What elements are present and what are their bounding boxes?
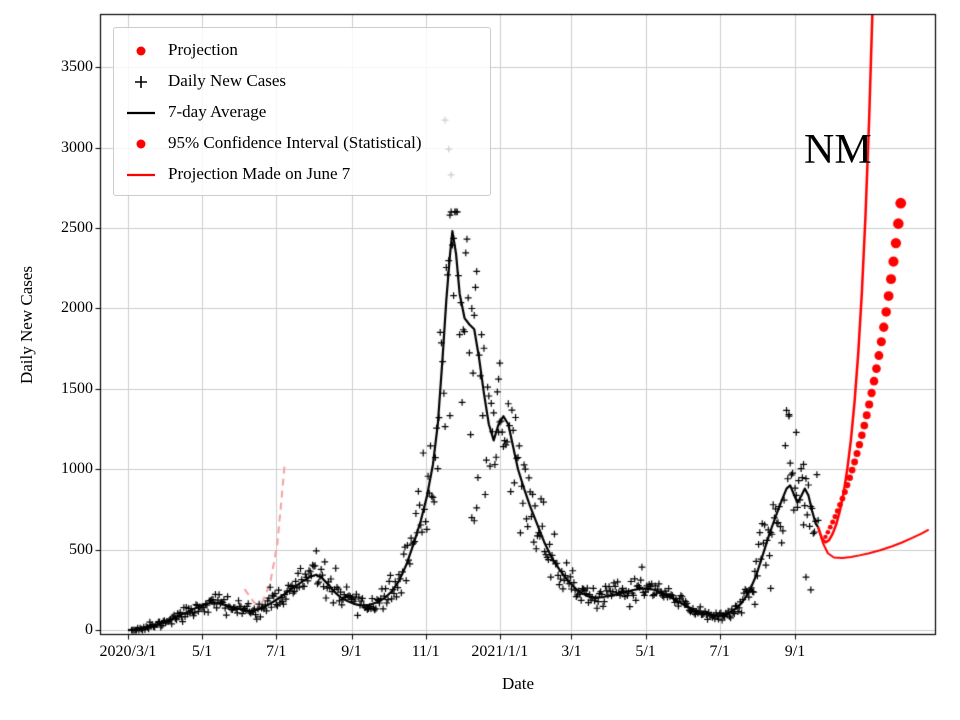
state-annotation: NM	[804, 127, 872, 173]
x-tick-label: 7/1	[709, 643, 730, 660]
legend-item-label: 7-day Average	[168, 102, 267, 121]
y-tick-label: 0	[85, 621, 93, 639]
y-tick-label: 1000	[61, 460, 93, 478]
legend-item-label: Projection Made on June 7	[168, 164, 351, 183]
legend-item: Projection	[124, 40, 480, 59]
y-tick-label: 500	[69, 540, 93, 558]
y-axis-label: Daily New Cases	[17, 265, 36, 385]
x-tick-label: 2021/1/1	[471, 643, 529, 660]
legend-item-label: Daily New Cases	[168, 71, 287, 90]
legend-plus-icon	[124, 74, 158, 88]
x-tick-label: 3/1	[561, 643, 582, 660]
legend-dot-icon	[124, 43, 158, 57]
legend-item: Daily New Cases	[124, 71, 480, 90]
legend-item: 7-day Average	[124, 102, 480, 121]
legend: Projection Daily New Cases 7-day Average 95…	[113, 27, 491, 196]
y-tick-label: 3000	[61, 138, 93, 156]
x-tick-label: 11/1	[411, 643, 440, 660]
legend-item-label: 95% Confidence Interval (Statistical)	[168, 133, 422, 152]
legend-line-icon	[124, 105, 158, 119]
legend-line-icon	[124, 167, 158, 181]
x-tick-label: 9/1	[784, 643, 806, 660]
x-tick-label: 7/1	[265, 643, 287, 660]
y-tick-label: 3500	[61, 58, 93, 76]
y-tick-label: 2500	[61, 218, 93, 236]
x-tick-label: 2020/3/1	[99, 643, 157, 660]
y-tick-label: 2000	[61, 299, 93, 317]
legend-dot-icon	[124, 136, 158, 150]
x-tick-label: 5/1	[191, 643, 213, 660]
legend-item-label: Projection	[168, 40, 238, 59]
x-tick-label: 9/1	[341, 643, 362, 660]
legend-item: 95% Confidence Interval (Statistical)	[124, 133, 480, 152]
legend-item: Projection Made on June 7	[124, 164, 480, 183]
x-axis-label: Date	[501, 674, 535, 693]
y-tick-label: 1500	[61, 379, 93, 397]
x-tick-label: 5/1	[635, 643, 656, 660]
